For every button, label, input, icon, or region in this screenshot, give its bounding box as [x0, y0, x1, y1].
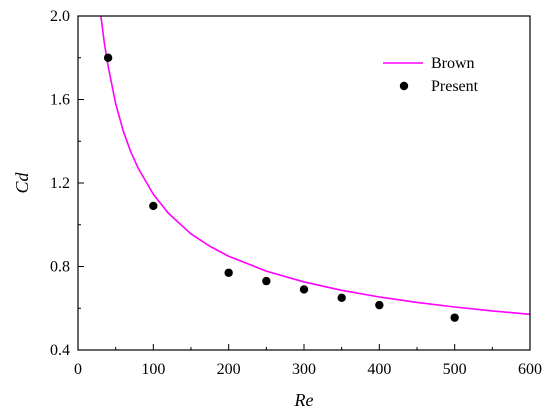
y-tick-label: 2.0	[50, 8, 70, 25]
brown-curve-line	[100, 16, 530, 316]
legend-present-label: Present	[431, 78, 479, 95]
y-axis-title: Cd	[12, 172, 32, 194]
x-tick-label: 0	[74, 361, 82, 378]
x-axis-title: Re	[294, 390, 314, 410]
present-data-point	[337, 293, 346, 303]
present-data-point	[299, 285, 309, 294]
x-tick-label: 500	[443, 361, 467, 378]
y-tick-label: 0.8	[50, 259, 70, 276]
x-tick-label: 200	[217, 361, 241, 378]
present-data-point	[224, 268, 233, 277]
present-data-point	[262, 276, 271, 286]
y-tick-label: 1.6	[50, 92, 70, 109]
x-tick-label: 100	[141, 361, 165, 378]
y-tick-label: 1.2	[50, 175, 70, 192]
x-tick-label: 400	[367, 361, 391, 378]
present-data-point	[103, 53, 113, 62]
y-tick-label: 0.4	[50, 342, 70, 359]
legend: Brown Present	[383, 55, 479, 95]
x-tick-label: 300	[292, 361, 316, 378]
present-data-point	[375, 300, 384, 310]
present-data-point	[450, 313, 459, 322]
legend-present-swatch	[399, 81, 409, 91]
legend-brown-label: Brown	[431, 55, 475, 72]
x-tick-label: 600	[518, 361, 542, 378]
present-data-point	[149, 201, 158, 211]
